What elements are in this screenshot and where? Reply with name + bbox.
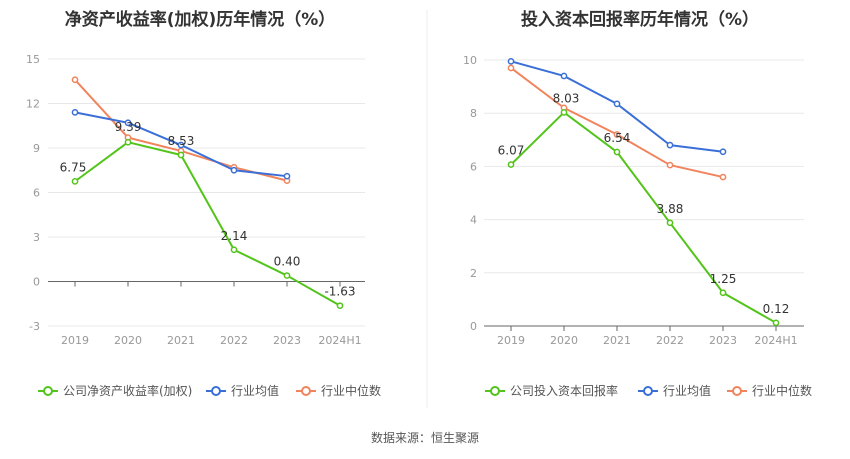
data-point xyxy=(336,302,344,310)
data-label: 6.75 xyxy=(60,160,87,174)
legend-label: 公司投入资本回报率 xyxy=(510,383,618,398)
y-tick-label: 2 xyxy=(470,267,477,280)
legend-swatch-marker xyxy=(301,386,311,396)
x-tick-label: 2024H1 xyxy=(318,334,361,347)
data-point xyxy=(719,289,727,297)
legend-swatch-marker xyxy=(732,386,742,396)
x-tick-label: 2019 xyxy=(497,334,525,347)
data-label: 0.12 xyxy=(763,302,790,316)
data-point xyxy=(283,172,291,180)
x-tick-label: 2020 xyxy=(550,334,578,347)
data-point xyxy=(230,246,238,254)
data-point xyxy=(666,161,674,169)
x-tick-label: 2019 xyxy=(61,334,89,347)
y-tick-label: 6 xyxy=(470,160,477,173)
y-tick-label: 3 xyxy=(33,231,40,244)
data-point xyxy=(177,151,185,159)
data-label: 2.14 xyxy=(221,229,248,243)
data-label: -1.63 xyxy=(324,285,355,299)
data-point xyxy=(613,148,621,156)
legend-swatch-marker xyxy=(43,386,53,396)
legend-swatch-marker xyxy=(211,386,221,396)
x-tick-label: 2024H1 xyxy=(754,334,797,347)
x-tick-label: 2020 xyxy=(114,334,142,347)
data-label: 8.03 xyxy=(553,91,580,105)
data-label: 0.40 xyxy=(274,255,301,269)
data-point xyxy=(507,64,515,72)
data-point xyxy=(507,57,515,65)
x-tick-label: 2022 xyxy=(656,334,684,347)
y-tick-label: 9 xyxy=(33,142,40,155)
y-tick-label: 6 xyxy=(33,187,40,200)
legend-label: 公司净资产收益率(加权) xyxy=(63,383,192,398)
data-point xyxy=(283,272,291,279)
y-tick-label: 8 xyxy=(470,107,477,120)
data-point xyxy=(613,131,621,138)
x-tick-label: 2023 xyxy=(273,334,301,347)
x-tick-label: 2022 xyxy=(220,334,248,347)
data-point xyxy=(124,119,132,127)
y-tick-label: -3 xyxy=(29,320,40,333)
data-point xyxy=(71,76,79,84)
legend-label: 行业均值 xyxy=(663,383,711,398)
legend-swatch-marker xyxy=(490,386,500,396)
data-point xyxy=(719,148,727,156)
chart-title: 净资产收益率(加权)历年情况（%） xyxy=(65,9,336,30)
y-tick-label: 0 xyxy=(33,276,40,289)
data-point xyxy=(666,219,674,227)
chart-title: 投入资本回报率历年情况（%） xyxy=(521,9,759,30)
x-tick-label: 2021 xyxy=(167,334,195,347)
data-point xyxy=(124,138,132,146)
chart-2: 投入资本回报率历年情况（%） 0 2 4 6 8 10 2019 2020 2021 2022 202… xyxy=(463,9,812,398)
data-label: 1.25 xyxy=(710,272,737,286)
data-point xyxy=(71,109,79,116)
x-tick-label: 2021 xyxy=(603,334,631,347)
data-point xyxy=(507,161,515,168)
data-point xyxy=(230,166,238,174)
y-tick-label: 10 xyxy=(463,54,477,67)
data-point xyxy=(177,141,185,149)
y-tick-label: 0 xyxy=(470,320,477,333)
series-line xyxy=(510,111,777,324)
series-line xyxy=(510,67,724,179)
series-line xyxy=(74,79,288,182)
data-label: 9.39 xyxy=(115,120,142,134)
data-point xyxy=(613,100,621,108)
series-line xyxy=(74,141,341,307)
data-point xyxy=(666,141,674,149)
data-label: 3.88 xyxy=(657,202,684,216)
data-point xyxy=(560,72,568,80)
source-note: 数据来源：恒生聚源 xyxy=(371,430,479,445)
data-point xyxy=(719,173,727,181)
data-point xyxy=(560,109,568,116)
y-tick-label: 15 xyxy=(26,53,40,66)
x-tick-label: 2023 xyxy=(709,334,737,347)
data-point xyxy=(71,178,79,185)
data-point xyxy=(772,319,780,327)
legend-label: 行业均值 xyxy=(231,383,279,398)
data-label: 8.53 xyxy=(168,134,195,148)
y-tick-label: 12 xyxy=(26,98,40,111)
legend-label: 行业中位数 xyxy=(752,383,812,398)
data-label: 6.07 xyxy=(498,144,525,158)
legend-label: 行业中位数 xyxy=(321,383,381,398)
data-label: 6.54 xyxy=(604,131,631,145)
chart-1: 净资产收益率(加权)历年情况（%） -3 0 3 6 9 12 15 2019 2020 2021 2… xyxy=(26,9,381,398)
legend-swatch-marker xyxy=(643,386,653,396)
y-tick-label: 4 xyxy=(470,214,477,227)
